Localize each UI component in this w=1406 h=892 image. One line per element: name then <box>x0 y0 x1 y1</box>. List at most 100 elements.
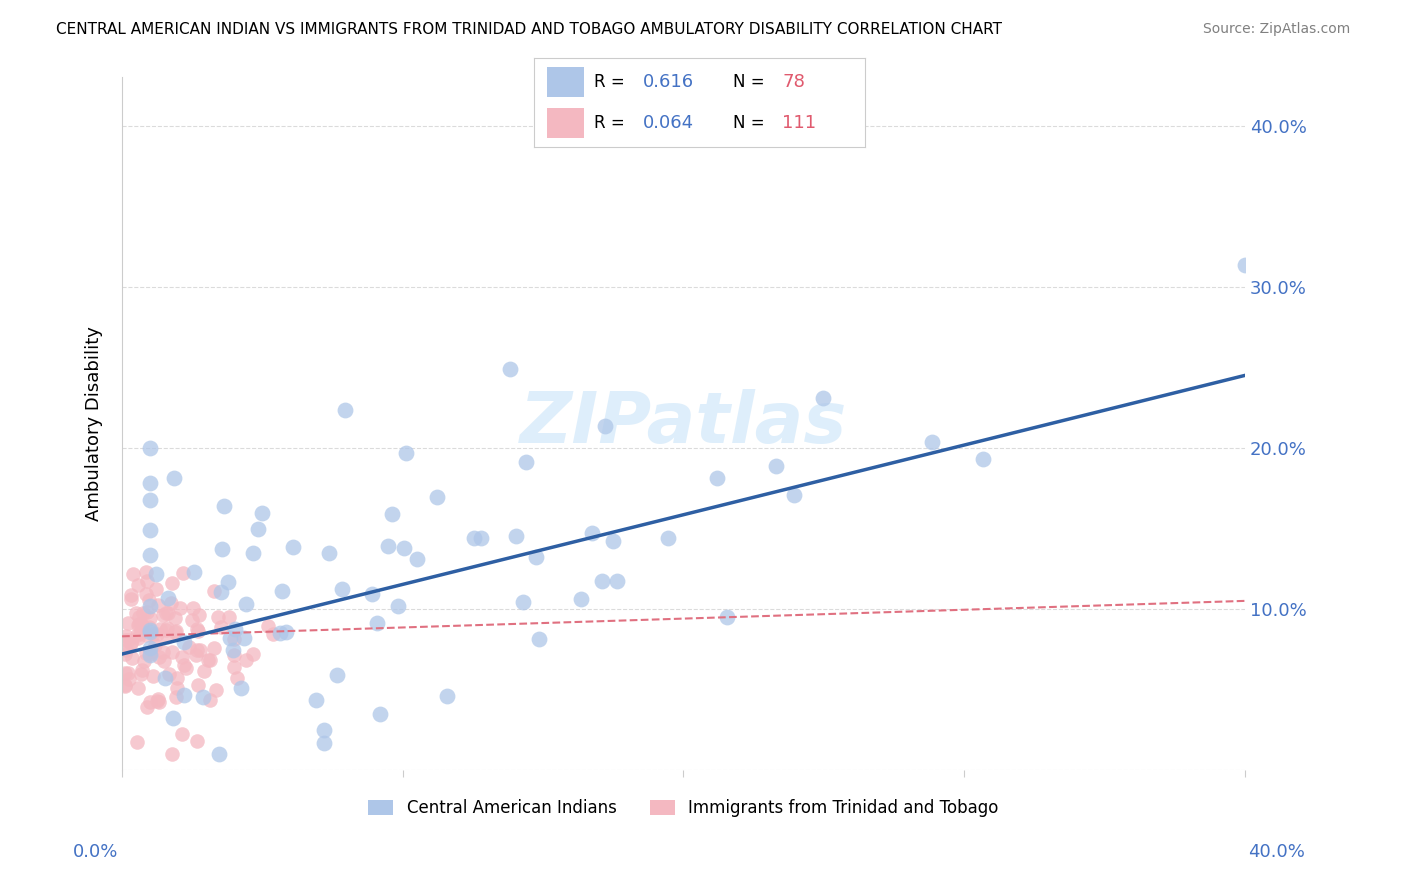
Point <box>187 624 209 639</box>
Point <box>145 582 167 597</box>
Point <box>139 475 162 490</box>
Point <box>177 640 200 655</box>
Point <box>128 617 150 632</box>
Point <box>157 606 180 620</box>
Point <box>149 622 172 636</box>
Point <box>173 688 195 702</box>
Point <box>368 707 391 722</box>
Point <box>436 689 458 703</box>
Point <box>921 434 943 449</box>
Point <box>569 591 592 606</box>
Point <box>153 671 176 685</box>
Point <box>131 666 153 681</box>
Bar <box>547 108 583 138</box>
Point <box>209 584 232 599</box>
Point <box>125 628 148 642</box>
Point <box>114 678 136 692</box>
Point <box>231 681 253 695</box>
Point <box>139 648 162 662</box>
Point <box>305 692 328 706</box>
Point <box>163 471 186 485</box>
Point <box>173 658 195 673</box>
Point <box>381 507 404 521</box>
Point <box>127 577 149 591</box>
Point <box>813 391 835 405</box>
Point <box>395 446 418 460</box>
Point <box>135 628 157 642</box>
Point <box>224 622 246 636</box>
Point <box>152 645 174 659</box>
Point <box>204 584 226 599</box>
Point <box>138 620 160 634</box>
Point <box>146 627 169 641</box>
Point <box>218 610 240 624</box>
Point <box>716 610 738 624</box>
Point <box>127 632 149 646</box>
Point <box>135 646 157 660</box>
Point <box>131 618 153 632</box>
Point <box>139 441 162 455</box>
Point <box>219 632 242 646</box>
Point <box>160 575 183 590</box>
Point <box>152 608 174 623</box>
Point <box>156 620 179 634</box>
Point <box>463 531 485 545</box>
Point <box>217 575 239 590</box>
Point <box>148 695 170 709</box>
Text: 40.0%: 40.0% <box>1249 843 1305 861</box>
Point <box>426 490 449 504</box>
Point <box>114 633 136 648</box>
Point <box>972 452 994 467</box>
Point <box>235 597 257 611</box>
Point <box>165 690 187 704</box>
Point <box>139 599 162 613</box>
Point <box>169 600 191 615</box>
Point <box>142 669 165 683</box>
Point <box>224 660 246 674</box>
Point <box>186 643 208 657</box>
Point <box>139 624 162 639</box>
Point <box>162 711 184 725</box>
Point <box>209 620 232 634</box>
Point <box>208 747 231 761</box>
Point <box>146 691 169 706</box>
Point <box>143 638 166 652</box>
Point <box>593 419 616 434</box>
Point <box>170 650 193 665</box>
Text: 0.0%: 0.0% <box>73 843 118 861</box>
Text: N =: N = <box>733 73 769 91</box>
Point <box>121 650 143 665</box>
Point <box>139 611 162 625</box>
Point <box>155 624 177 638</box>
Point <box>765 458 787 473</box>
Point <box>183 566 205 580</box>
Point <box>146 694 169 708</box>
Point <box>114 648 136 662</box>
Point <box>163 625 186 640</box>
Point <box>188 608 211 623</box>
Text: CENTRAL AMERICAN INDIAN VS IMMIGRANTS FROM TRINIDAD AND TOBAGO AMBULATORY DISABI: CENTRAL AMERICAN INDIAN VS IMMIGRANTS FR… <box>56 22 1002 37</box>
Point <box>188 642 211 657</box>
Point <box>314 723 336 738</box>
Point <box>160 596 183 610</box>
Point <box>139 523 162 537</box>
Point <box>270 584 292 599</box>
Point <box>257 619 280 633</box>
Point <box>115 630 138 644</box>
Text: N =: N = <box>733 114 769 132</box>
Point <box>134 654 156 668</box>
Point <box>281 540 304 554</box>
Point <box>262 627 284 641</box>
Point <box>117 673 139 687</box>
Point <box>207 609 229 624</box>
Point <box>120 635 142 649</box>
Point <box>136 574 159 589</box>
Point <box>325 667 347 681</box>
Point <box>242 648 264 662</box>
Y-axis label: Ambulatory Disability: Ambulatory Disability <box>86 326 103 521</box>
Point <box>135 566 157 580</box>
Point <box>205 683 228 698</box>
Point <box>136 606 159 620</box>
Point <box>127 617 149 632</box>
Point <box>162 747 184 761</box>
